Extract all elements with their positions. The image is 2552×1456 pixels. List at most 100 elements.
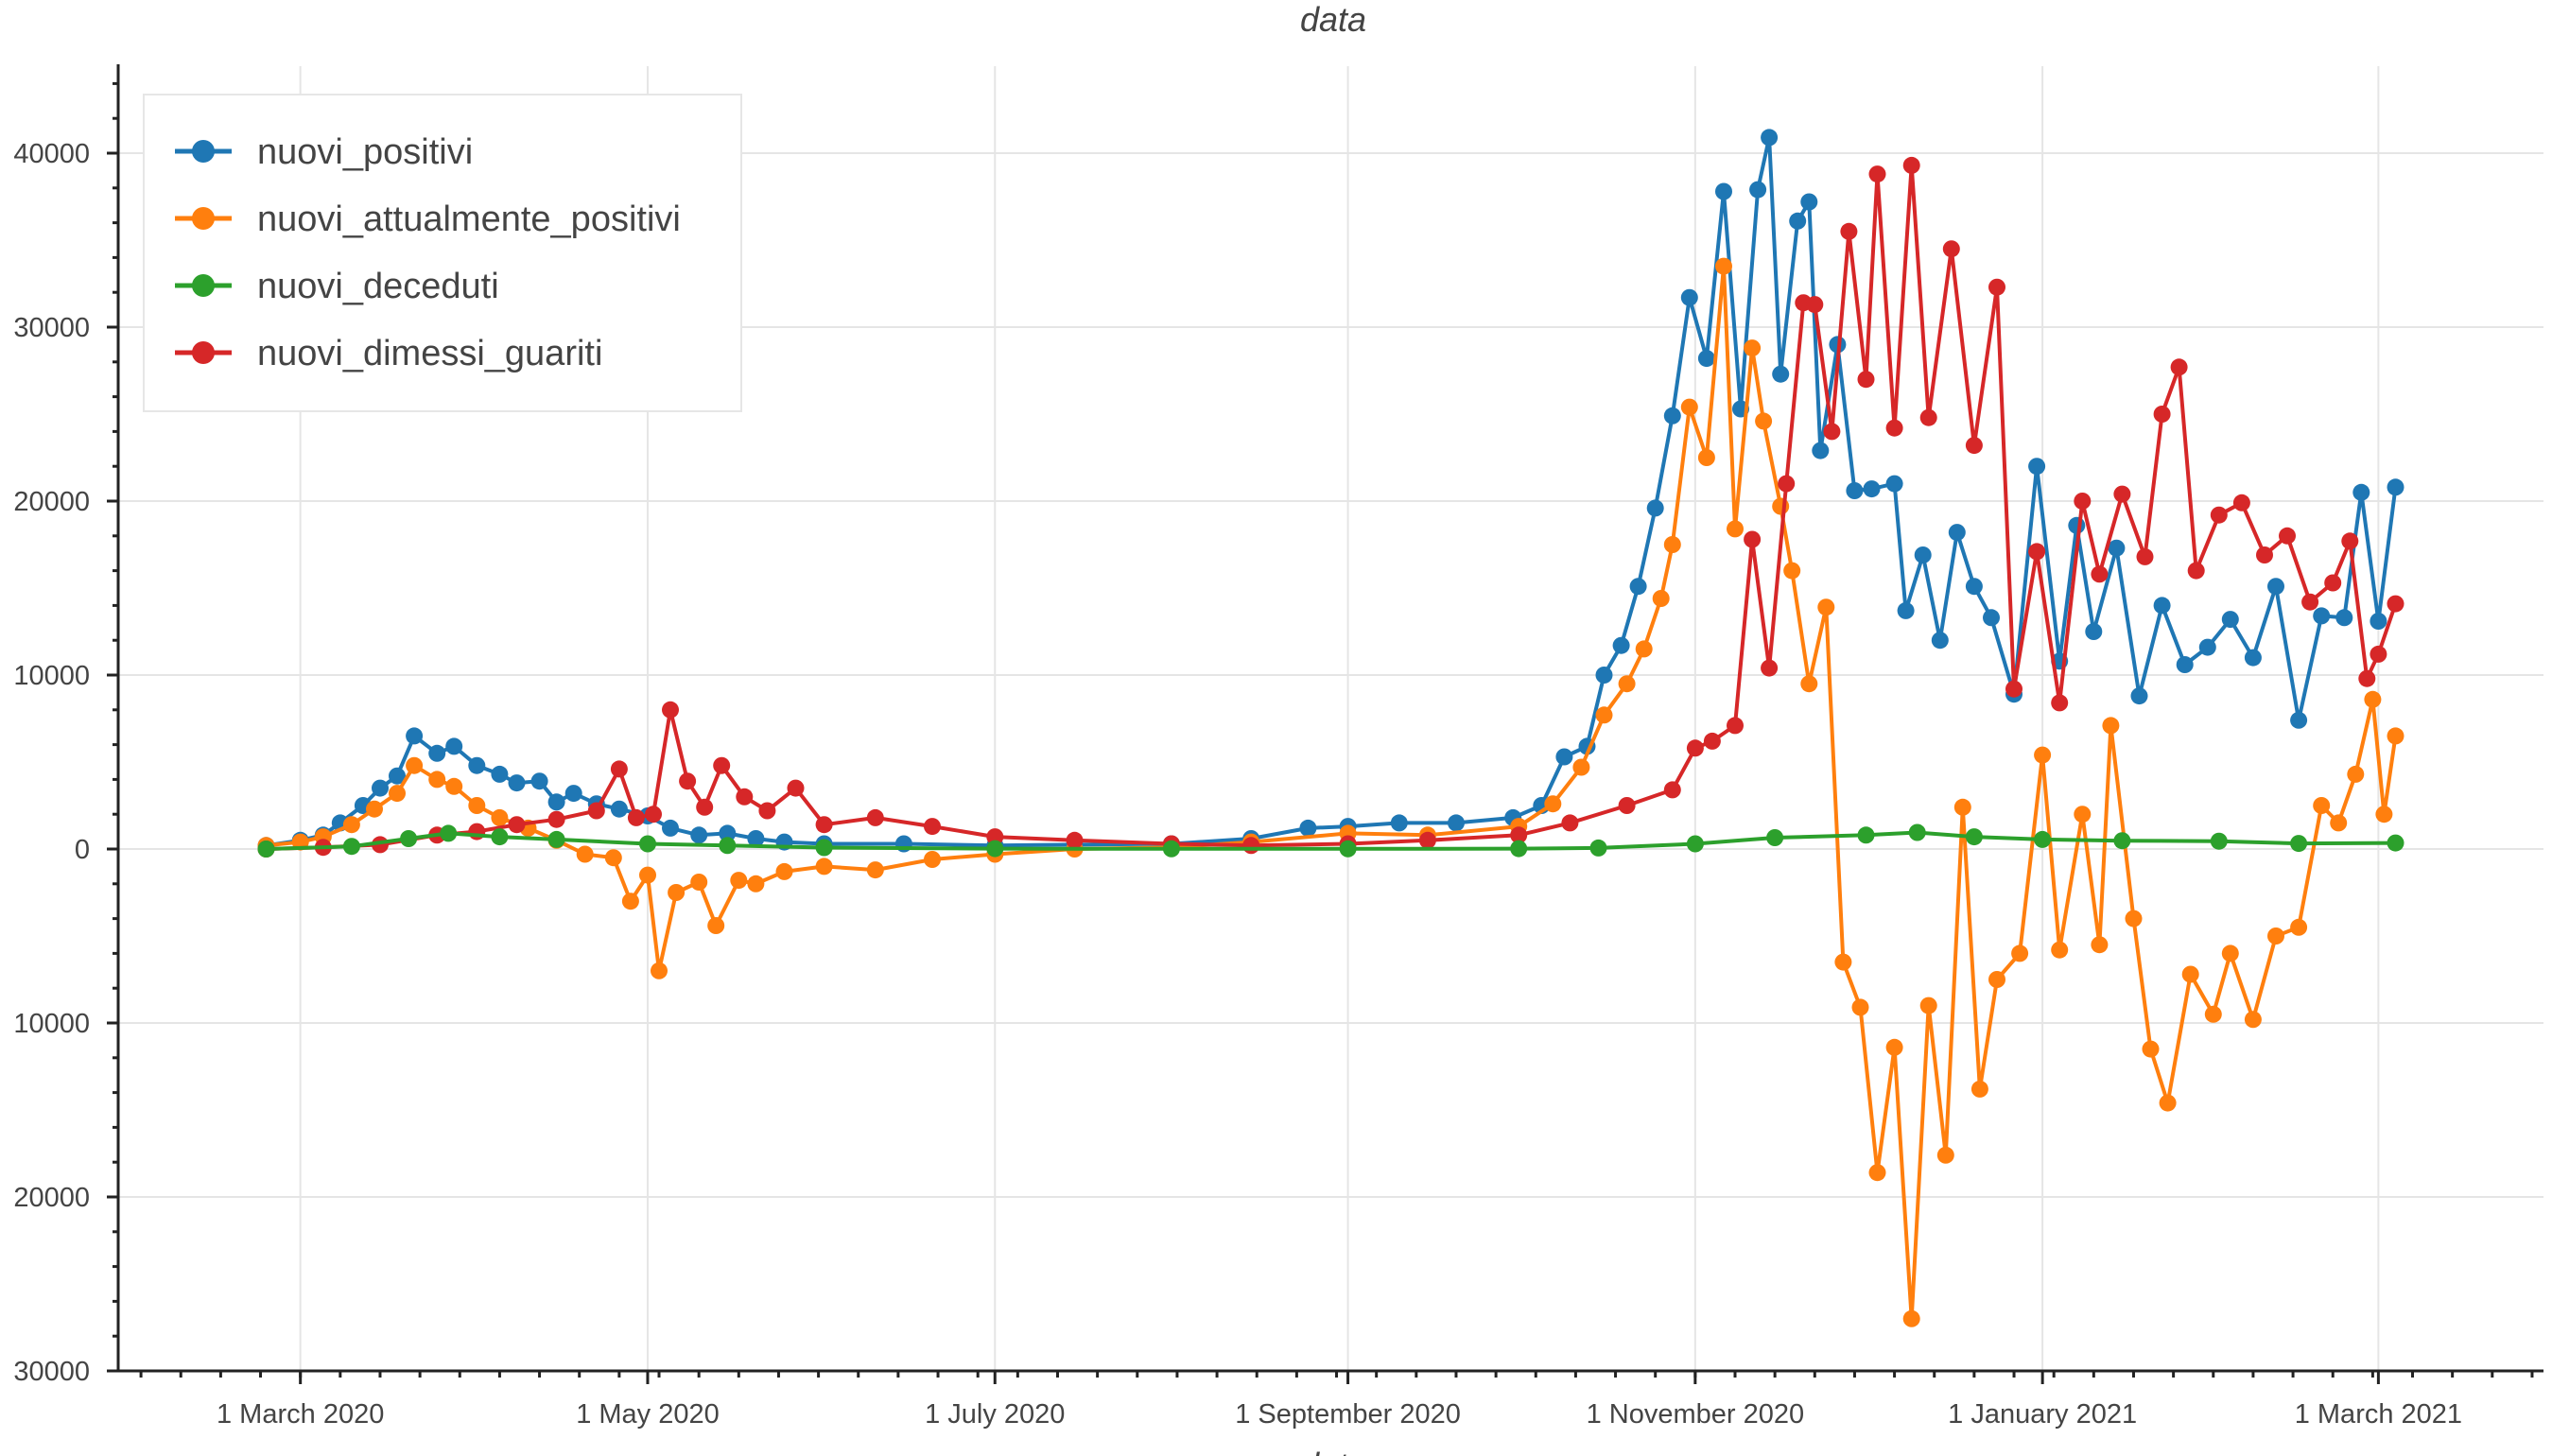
data-point: [2387, 834, 2404, 852]
legend-item: nuovi_dimessi_guariti: [175, 334, 602, 373]
data-point: [1812, 442, 1830, 459]
data-point: [2028, 543, 2046, 561]
data-point: [621, 893, 639, 910]
data-point: [1965, 578, 1983, 596]
data-point: [2279, 527, 2296, 545]
data-point: [2204, 1005, 2222, 1023]
data-point: [2170, 358, 2188, 376]
data-point: [1510, 826, 1528, 844]
data-point: [986, 840, 1004, 858]
data-point: [1561, 814, 1579, 832]
x-tick-label: 1 March 2021: [2295, 1399, 2462, 1430]
data-point: [2187, 562, 2205, 580]
data-point: [1595, 667, 1613, 684]
data-point: [1800, 675, 1818, 693]
data-point: [1902, 156, 1920, 174]
data-point: [1595, 706, 1613, 724]
data-point: [645, 806, 662, 823]
data-point: [707, 917, 725, 934]
data-point: [428, 744, 446, 762]
data-point: [2085, 623, 2103, 640]
data-point: [2210, 832, 2228, 850]
data-point: [2091, 936, 2109, 954]
data-point: [1857, 371, 1875, 389]
data-point: [696, 798, 714, 816]
data-point: [2387, 478, 2404, 496]
data-point: [2074, 806, 2092, 823]
data-point: [1817, 598, 1835, 616]
data-point: [547, 810, 565, 828]
data-point: [1919, 408, 1937, 426]
data-point: [1761, 129, 1779, 147]
data-point: [2301, 593, 2319, 611]
data-point: [1299, 819, 1317, 837]
data-point: [576, 845, 594, 863]
data-point: [342, 838, 360, 856]
data-point: [610, 760, 628, 778]
data-point: [1727, 520, 1744, 538]
data-point: [491, 808, 509, 826]
y-tick-label: 30000: [13, 313, 90, 343]
data-point: [440, 824, 458, 842]
data-point: [2113, 832, 2131, 850]
data-point: [679, 772, 697, 790]
data-point: [1908, 823, 1926, 841]
data-point: [342, 816, 360, 834]
data-point: [491, 765, 509, 783]
data-point: [730, 872, 748, 890]
data-point: [1931, 632, 1949, 650]
data-point: [1749, 181, 1767, 199]
data-point: [2125, 910, 2143, 927]
data-point: [662, 819, 679, 837]
data-point: [2108, 539, 2126, 557]
x-tick-label: 1 July 2020: [925, 1399, 1065, 1430]
data-point: [1635, 640, 1653, 658]
data-point: [1914, 546, 1932, 563]
data-point: [389, 767, 406, 785]
data-point: [389, 785, 406, 803]
data-point: [2068, 516, 2086, 534]
x-tick-label: 1 September 2020: [1235, 1399, 1461, 1430]
data-point: [468, 756, 486, 774]
data-point: [1846, 482, 1864, 499]
data-point: [2256, 546, 2273, 563]
data-point: [2267, 578, 2284, 596]
data-point: [2136, 547, 2154, 565]
data-point: [564, 785, 582, 803]
y-tick-label: 40000: [13, 139, 90, 169]
data-point: [1851, 998, 1869, 1016]
data-point: [2341, 532, 2359, 550]
data-point: [662, 701, 679, 719]
data-point: [1629, 578, 1647, 596]
data-point: [2313, 797, 2331, 814]
data-point: [1418, 831, 1436, 849]
data-point: [1646, 499, 1664, 517]
data-point: [2159, 1094, 2177, 1112]
data-point: [719, 824, 737, 842]
data-point: [2290, 711, 2308, 729]
data-point: [1885, 475, 1903, 493]
data-point: [924, 818, 941, 836]
data-point: [787, 779, 805, 797]
y-tick-label: 10000: [13, 661, 90, 691]
data-point: [530, 772, 548, 790]
data-point: [1618, 675, 1636, 693]
data-point: [406, 727, 424, 745]
data-point: [986, 828, 1004, 846]
data-point: [690, 874, 708, 891]
data-point: [587, 802, 605, 820]
y-tick-label: 10000: [13, 1009, 90, 1039]
data-point: [2034, 746, 2052, 764]
data-point: [1727, 717, 1744, 735]
data-point: [1162, 840, 1180, 858]
data-point: [2153, 406, 2171, 423]
data-point: [2267, 927, 2284, 945]
data-point: [445, 737, 463, 755]
data-point: [1755, 412, 1773, 430]
data-point: [1766, 829, 1784, 846]
legend-label: nuovi_deceduti: [257, 267, 499, 306]
data-point: [2221, 611, 2239, 629]
series-nuovi_deceduti: [257, 823, 2404, 858]
data-point: [2244, 649, 2262, 667]
